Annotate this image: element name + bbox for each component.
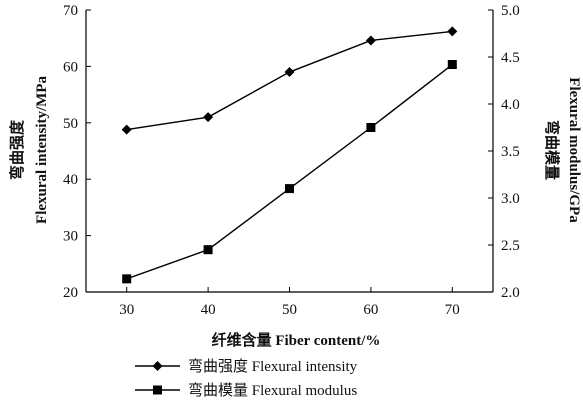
left-tick-label: 30 [63,229,78,245]
data-point-diamond [203,112,214,123]
series-line [126,63,453,280]
right-tick-label: 3.5 [501,144,520,160]
series-layer [121,26,458,284]
right-tick-label: 4.5 [501,50,520,66]
legend: 弯曲强度 Flexural intensity 弯曲模量 Flexural mod… [135,358,358,399]
data-point-diamond [447,26,458,37]
data-point-square [203,245,213,255]
x-axis-title: 纤维含量 Fiber content/% [212,331,381,349]
legend-marker-square [153,385,162,395]
right-tick-label: 5.0 [501,3,520,19]
legend-marker-diamond [152,361,163,371]
flexural-modulus-series [122,60,457,284]
right-tick-label: 4.0 [501,97,520,113]
left-tick-label: 50 [63,116,78,132]
legend-label: 弯曲模量 Flexural modulus [188,382,357,399]
plot-frame [85,10,494,293]
x-tick-label: 50 [282,302,297,318]
data-point-square [366,123,376,132]
legend-label: 弯曲强度 Flexural intensity [188,358,358,375]
x-axis-ticks: 30 40 50 60 70 [119,287,460,318]
right-axis-title-en: Flexural modulus/GPa [566,77,582,223]
right-axis-ticks: 2.0 2.5 3.0 3.5 4.0 4.5 5.0 [488,3,520,301]
left-tick-label: 20 [63,285,78,301]
data-point-square [447,60,457,70]
left-axis-title-en: Flexural intensity/MPa [34,76,50,224]
right-axis-title-cn: 弯曲模量 [543,120,561,180]
right-tick-label: 3.0 [501,191,520,207]
data-point-diamond [121,124,132,135]
series-line [126,30,453,131]
x-tick-label: 60 [363,302,378,318]
right-tick-label: 2.5 [501,238,520,254]
left-tick-label: 70 [63,3,78,19]
right-tick-label: 2.0 [501,285,520,301]
data-point-square [122,274,132,284]
x-tick-label: 70 [445,302,460,318]
data-point-square [285,184,294,194]
left-axis-title-cn: 弯曲强度 [8,119,26,180]
left-tick-label: 40 [63,172,78,188]
data-point-diamond [365,35,376,46]
x-tick-label: 30 [119,302,134,318]
data-point-diamond [284,67,295,78]
x-tick-label: 40 [201,302,216,318]
left-tick-label: 60 [63,59,78,75]
left-axis-ticks: 20 30 40 50 60 70 [63,3,91,301]
flexural-intensity-series [121,26,458,135]
